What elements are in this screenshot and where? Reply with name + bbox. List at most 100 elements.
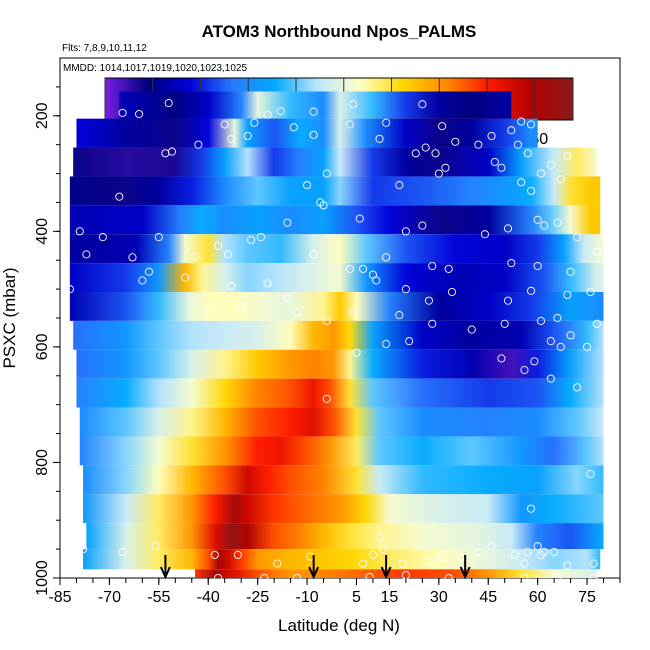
heatmap-band xyxy=(73,320,604,350)
sample-point xyxy=(283,293,292,302)
sample-point xyxy=(372,276,381,285)
sample-point xyxy=(167,147,177,156)
sample-point xyxy=(309,250,318,259)
sample-point xyxy=(424,296,433,305)
sample-point xyxy=(293,308,302,317)
sample-point xyxy=(444,264,453,273)
x-axis-label: Latitude (deg N) xyxy=(278,616,400,635)
x-tick-label: 60 xyxy=(529,589,547,606)
sample-point xyxy=(135,109,144,119)
sample-point xyxy=(563,561,572,570)
sample-point xyxy=(546,374,555,383)
sample-point xyxy=(398,559,407,568)
sample-point xyxy=(191,252,200,261)
sample-point xyxy=(523,547,532,557)
sample-point xyxy=(118,547,127,557)
sample-point xyxy=(527,504,536,513)
y-axis: 200 400 600 800 1000 xyxy=(34,86,60,596)
sample-point xyxy=(250,118,259,127)
sample-point xyxy=(586,469,595,479)
heatmap-layers xyxy=(69,91,604,578)
sample-point xyxy=(375,134,384,143)
x-tick-label: 15 xyxy=(381,589,399,606)
heatmap-band xyxy=(86,523,604,550)
sample-point xyxy=(355,214,364,223)
heatmap-band xyxy=(119,91,512,119)
sample-point xyxy=(316,198,325,207)
sample-point xyxy=(65,120,74,129)
sample-point xyxy=(322,394,331,403)
sample-point xyxy=(563,290,572,299)
sample-point xyxy=(322,316,331,325)
sample-point xyxy=(487,542,496,551)
sample-point xyxy=(447,287,457,297)
sample-point xyxy=(401,285,410,294)
sample-point xyxy=(303,181,312,190)
sample-point xyxy=(523,149,532,158)
sample-point xyxy=(227,134,236,143)
sample-point xyxy=(497,163,506,172)
latitude-arrows xyxy=(160,555,471,580)
sample-point xyxy=(536,550,545,559)
sample-point xyxy=(382,253,391,262)
sample-point xyxy=(378,545,387,554)
x-axis: -85 -70 -55 -40 -25 -10 5 15 30 45 60 75 xyxy=(48,578,621,606)
sample-point xyxy=(553,313,562,323)
x-tick-label: -85 xyxy=(48,589,71,606)
sample-point xyxy=(144,267,153,276)
sample-point xyxy=(546,160,555,169)
sample-point xyxy=(309,130,318,139)
sample-point xyxy=(441,163,450,172)
sample-point xyxy=(500,319,509,328)
sample-point xyxy=(586,287,595,297)
latitude-arrow xyxy=(308,555,320,580)
sample-point xyxy=(507,126,516,135)
sample-point xyxy=(546,337,555,346)
sample-point xyxy=(556,342,565,351)
sample-point xyxy=(128,253,137,262)
sample-point xyxy=(352,348,361,357)
sample-point xyxy=(431,149,440,158)
dates-note: MMDD: 1014,1017,1019,1020,1023,1025 xyxy=(63,63,247,74)
heatmap-band xyxy=(69,263,604,292)
sample-point xyxy=(573,233,582,242)
sample-point xyxy=(527,120,536,129)
sample-point xyxy=(345,120,354,129)
sample-point xyxy=(438,122,447,131)
sample-point xyxy=(428,261,437,271)
heatmap-band xyxy=(69,176,601,206)
sample-point xyxy=(474,547,483,557)
sample-point xyxy=(401,227,410,236)
sample-point xyxy=(220,120,229,129)
sample-point xyxy=(365,572,374,581)
y-tick-label: 1000 xyxy=(34,560,51,596)
sample-point xyxy=(556,175,565,184)
x-tick-label: -25 xyxy=(246,589,269,606)
sample-point xyxy=(349,100,358,109)
sample-point xyxy=(233,550,242,559)
sample-point xyxy=(309,107,318,116)
sample-point xyxy=(566,331,575,340)
heatmap-band xyxy=(76,118,538,148)
heatmap-band xyxy=(83,494,604,524)
sample-point xyxy=(214,573,223,583)
sample-point xyxy=(210,550,219,559)
sample-point xyxy=(520,365,529,375)
x-tick-label: -10 xyxy=(295,589,318,606)
sample-point xyxy=(513,140,522,149)
sample-point xyxy=(65,285,74,294)
sample-point xyxy=(345,264,354,273)
heatmap-band xyxy=(73,147,597,177)
sample-point xyxy=(49,186,58,195)
sample-point xyxy=(428,319,437,328)
sample-point xyxy=(138,276,147,285)
sample-point xyxy=(520,559,529,568)
sample-point xyxy=(533,261,542,271)
sample-point xyxy=(382,339,391,349)
x-tick-label: 75 xyxy=(578,589,596,606)
sample-point xyxy=(527,286,536,295)
heatmap-band xyxy=(76,349,604,379)
sample-point xyxy=(349,308,358,317)
heatmap-band xyxy=(83,549,601,570)
sample-point xyxy=(527,186,536,195)
